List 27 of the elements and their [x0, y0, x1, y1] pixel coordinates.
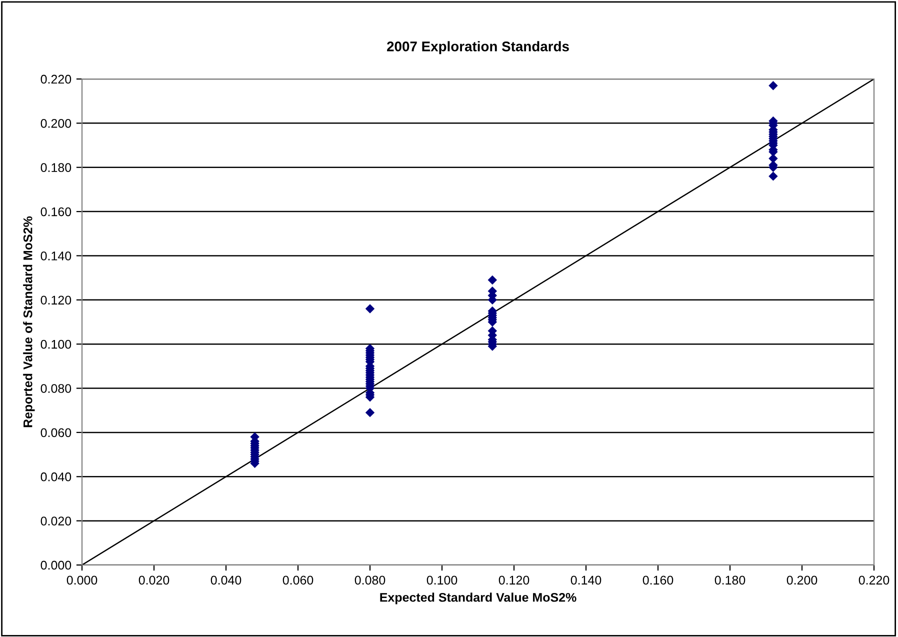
- x-tick-label: 0.020: [138, 576, 170, 585]
- x-tick-label: 0.060: [282, 576, 314, 585]
- y-tick-label: 0.160: [40, 207, 72, 216]
- x-tick-label: 0.160: [642, 576, 674, 585]
- x-tick-label: 0.040: [210, 576, 242, 585]
- y-tick-label: 0.060: [40, 428, 72, 438]
- chart-title: 2007 Exploration Standards: [387, 41, 569, 54]
- x-tick-label: 0.080: [354, 576, 386, 585]
- y-tick-label: 0.180: [40, 163, 72, 172]
- y-tick-label: 0.080: [40, 384, 72, 393]
- y-tick-label: 0.000: [40, 560, 72, 570]
- x-tick-label: 0.000: [66, 576, 98, 585]
- x-axis-title: Expected Standard Value MoS2%: [380, 592, 576, 604]
- y-tick-label: 0.100: [40, 340, 72, 349]
- x-tick-label: 0.220: [858, 576, 890, 585]
- y-tick-label: 0.200: [40, 118, 72, 128]
- x-tick-label: 0.100: [426, 576, 458, 585]
- y-tick-label: 0.220: [40, 74, 72, 84]
- x-tick-label: 0.200: [786, 576, 818, 585]
- x-tick-label: 0.180: [714, 576, 746, 585]
- y-tick-label: 0.140: [40, 252, 72, 260]
- y-tick-label: 0.120: [40, 296, 72, 305]
- x-tick-label: 0.140: [570, 576, 602, 585]
- y-axis-title: Reported Value of Standard MoS2%: [23, 216, 35, 428]
- y-tick-label: 0.020: [40, 516, 72, 526]
- y-tick-label: 0.040: [40, 472, 72, 482]
- x-tick-label: 0.120: [498, 576, 530, 585]
